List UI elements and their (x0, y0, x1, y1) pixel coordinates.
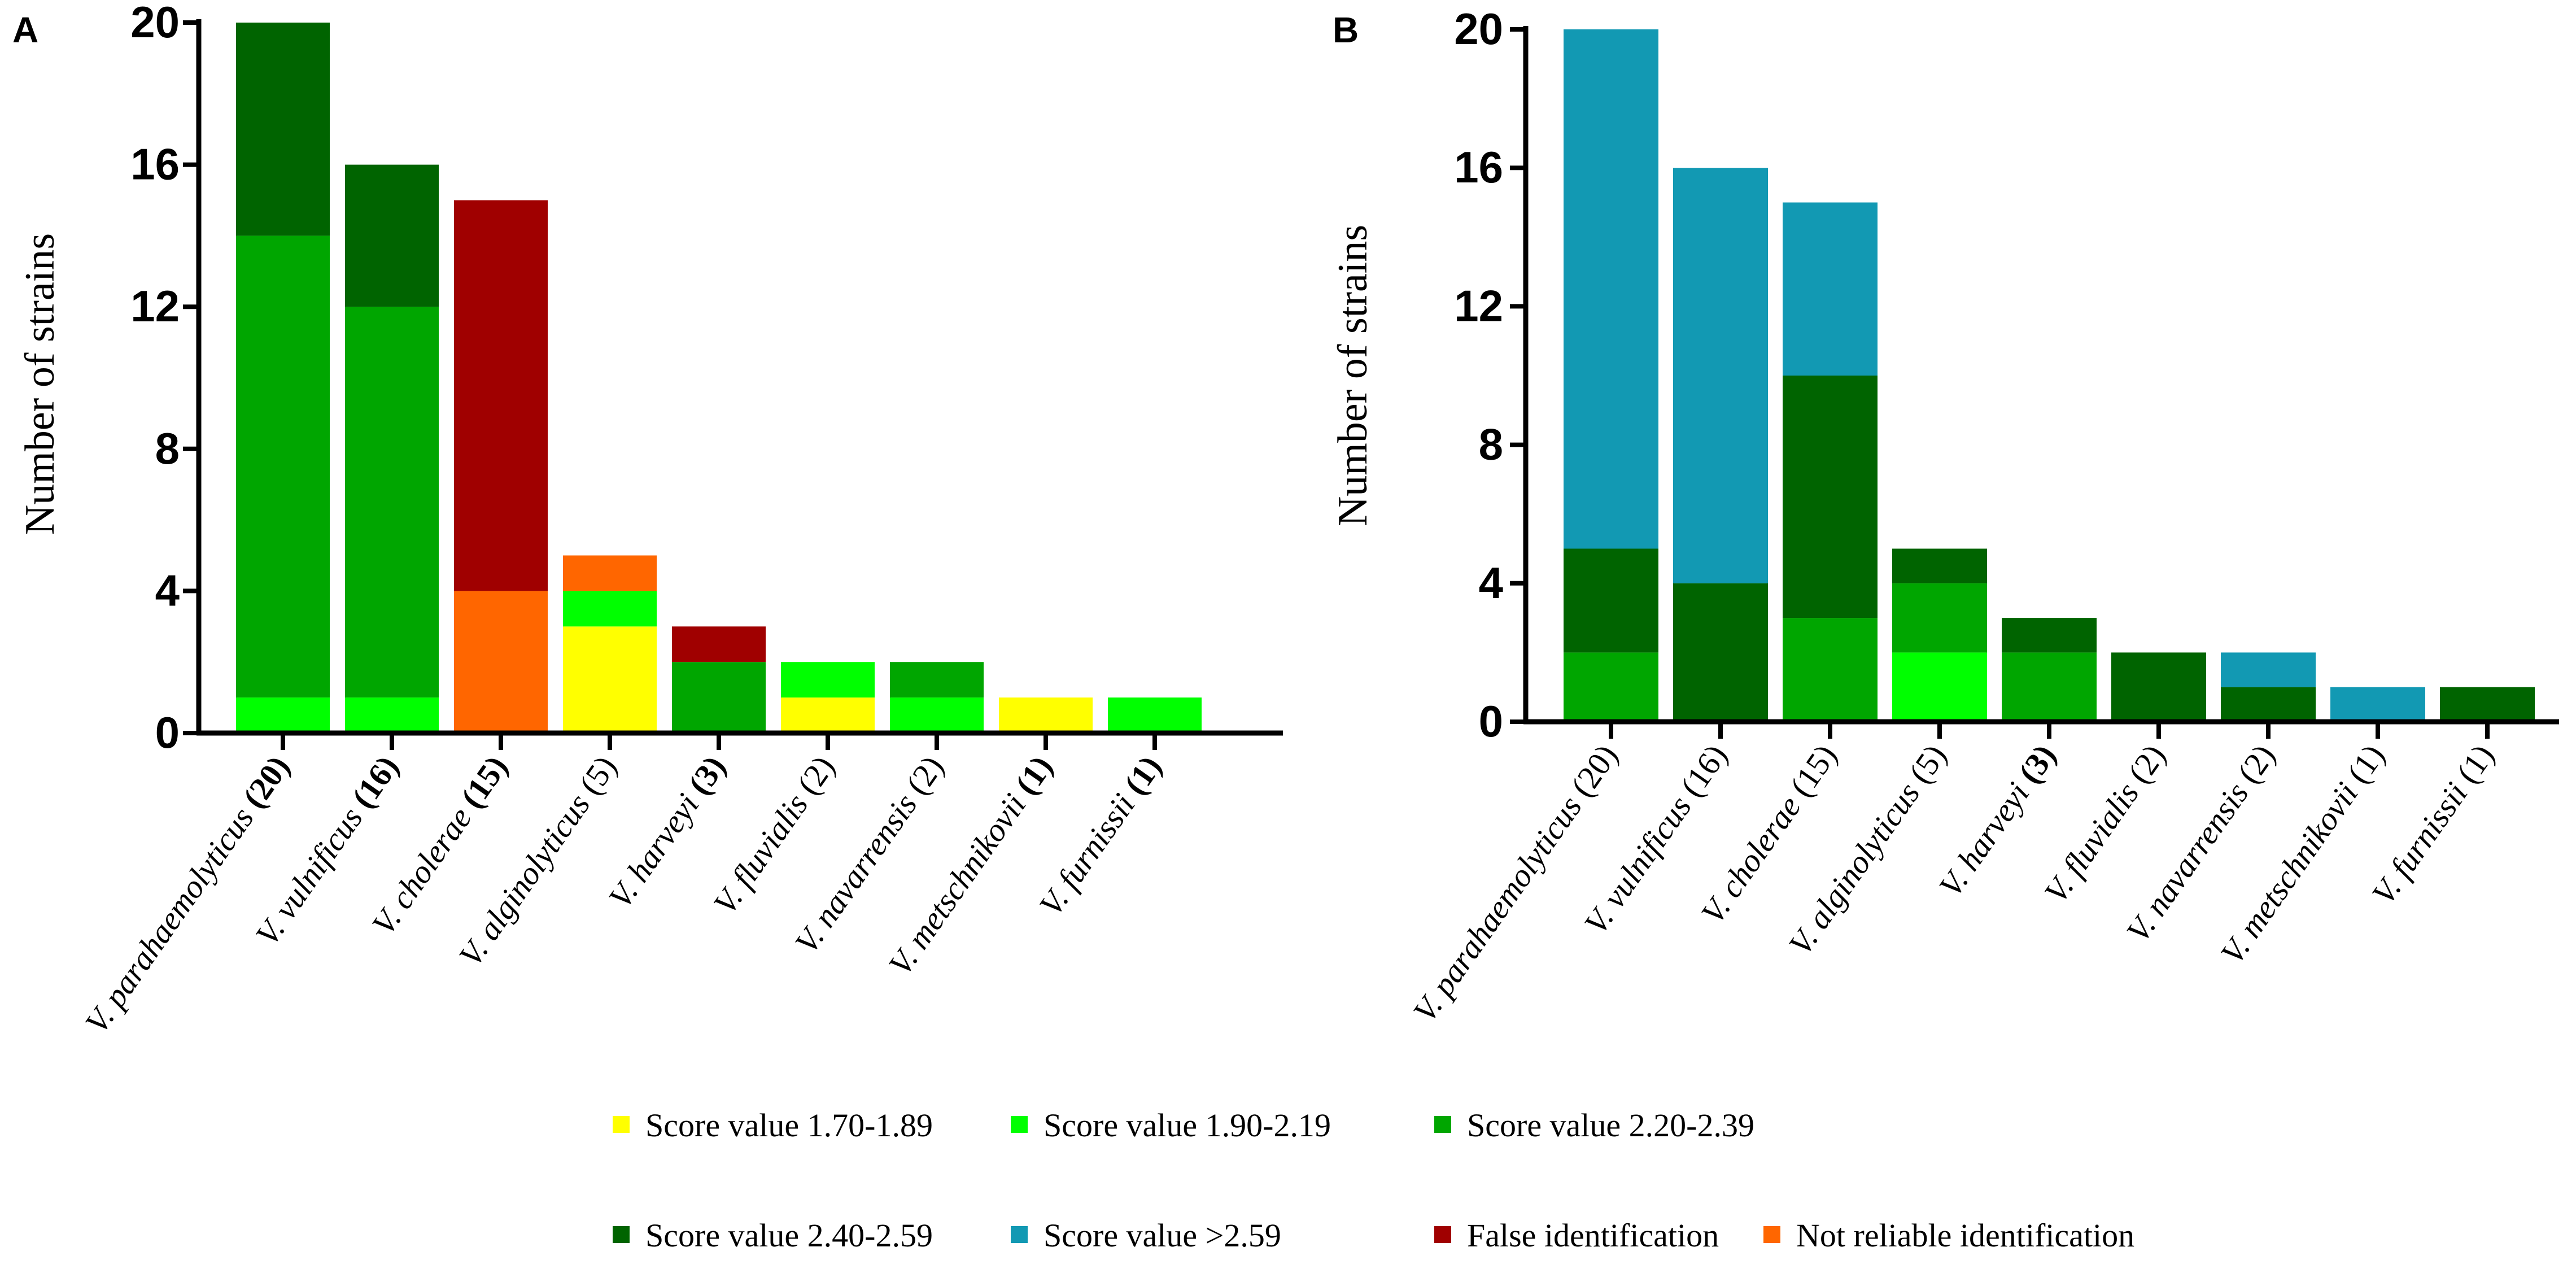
bar-segment-s240 (2440, 687, 2535, 722)
y-tick-label: 8 (155, 424, 180, 473)
bar-segment-s220 (2002, 652, 2097, 722)
y-axis-title: Number of strains (17, 233, 63, 535)
bar-segment-s220 (236, 236, 330, 698)
species-name: V. vulnificus (1577, 782, 1704, 941)
species-name: V. harveyi (1932, 769, 2041, 904)
legend-swatch-s170 (613, 1116, 630, 1133)
bar-segment-s240 (236, 23, 330, 236)
bar-segment-s190 (890, 697, 984, 733)
bar-segment-s190 (236, 697, 330, 733)
bar-segment-s170 (563, 626, 657, 733)
legend-label-false: False identification (1467, 1217, 1719, 1254)
y-tick-label: 12 (130, 281, 180, 331)
bar-segment-s240 (2221, 687, 2316, 722)
species-name: V. parahaemolyticus (1406, 782, 1594, 1028)
legend-label-nr: Not reliable identification (1796, 1217, 2134, 1254)
bar-segment-false (454, 200, 548, 591)
bar-segment-s190 (1108, 697, 1202, 733)
bar-segment-s220 (672, 662, 766, 733)
bar-segment-nr (454, 591, 548, 733)
y-tick-label: 0 (1479, 696, 1503, 746)
legend: Score value 1.70-1.89 Score value 1.90-2.… (613, 1107, 2134, 1254)
x-tick-label: V. parahaemolyticus (20) (1406, 738, 1625, 1028)
species-name: V. fluvialis (706, 780, 819, 921)
bar-segment-s259 (1673, 168, 1768, 583)
bar-segment-s220 (1783, 618, 1878, 722)
bar-segment-s259 (2330, 687, 2425, 722)
bar-segment-s220 (345, 307, 439, 698)
y-axis-title: Number of strains (1330, 225, 1376, 526)
bar-segment-s170 (999, 697, 1093, 733)
legend-swatch-false (1434, 1226, 1451, 1243)
y-tick-label: 16 (1454, 142, 1503, 192)
legend-swatch-s240 (613, 1226, 630, 1243)
legend-label-s170: Score value 1.70-1.89 (645, 1107, 933, 1144)
species-name: V. parahaemolyticus (78, 793, 266, 1040)
species-name: V. cholerae (365, 793, 484, 941)
bar-segment-s170 (781, 697, 875, 733)
species-name: V. vulnificus (248, 793, 375, 952)
legend-swatch-s220 (1434, 1116, 1451, 1133)
legend-swatch-s190 (1011, 1116, 1028, 1133)
species-name: V. fluvialis (2037, 769, 2150, 910)
species-name: V. furnissii (2365, 769, 2479, 912)
panel-letter: B (1333, 10, 1359, 50)
bar-segment-s259 (2221, 652, 2316, 687)
legend-label-s259: Score value >2.59 (1044, 1217, 1281, 1254)
bar-segment-s220 (1564, 652, 1658, 722)
species-name: V. harveyi (601, 780, 711, 915)
y-tick-label: 20 (1454, 4, 1503, 54)
bar-segment-s190 (345, 697, 439, 733)
panel-letter: A (12, 10, 38, 50)
species-name: V. cholerae (1694, 782, 1813, 930)
bar-segment-s240 (1783, 376, 1878, 618)
y-tick-label: 12 (1454, 281, 1503, 330)
y-tick-label: 8 (1479, 420, 1503, 469)
y-tick-label: 16 (130, 139, 180, 189)
legend-label-s240: Score value 2.40-2.59 (645, 1217, 933, 1254)
bar-segment-s190 (1892, 652, 1987, 722)
panel-a: A Number of strains 0 4 8 12 16 20 V. parahaemol… (12, 0, 1283, 1040)
bar-segment-s240 (1564, 548, 1658, 653)
bar-segment-s190 (781, 662, 875, 698)
bar-segment-nr (563, 555, 657, 591)
bar-segment-s240 (345, 164, 439, 307)
y-tick-label: 4 (155, 565, 180, 615)
bar-segment-s240 (1673, 583, 1768, 722)
y-tick-label: 4 (1479, 558, 1503, 608)
species-name: V. furnissii (1032, 780, 1147, 923)
y-tick-label: 0 (155, 708, 180, 757)
bar-segment-s259 (1783, 202, 1878, 376)
legend-swatch-nr (1763, 1226, 1780, 1243)
bar-segment-false (672, 626, 766, 662)
bar-segment-s240 (1892, 548, 1987, 583)
legend-label-s220: Score value 2.20-2.39 (1467, 1107, 1754, 1144)
legend-swatch-s259 (1011, 1226, 1028, 1243)
panel-b: B Number of strains 0 4 8 12 16 20 V. parahaemol… (1330, 4, 2559, 1029)
bar-segment-s220 (1892, 583, 1987, 653)
x-tick-label: V. parahaemolyticus (20) (78, 749, 297, 1040)
bar-segment-s220 (890, 662, 984, 698)
bar-segment-s259 (1564, 29, 1658, 549)
legend-label-s190: Score value 1.90-2.19 (1044, 1107, 1331, 1144)
bar-segment-s240 (2002, 618, 2097, 653)
bar-segment-s190 (563, 591, 657, 627)
y-tick-label: 20 (130, 0, 180, 47)
bar-segment-s240 (2111, 652, 2206, 722)
